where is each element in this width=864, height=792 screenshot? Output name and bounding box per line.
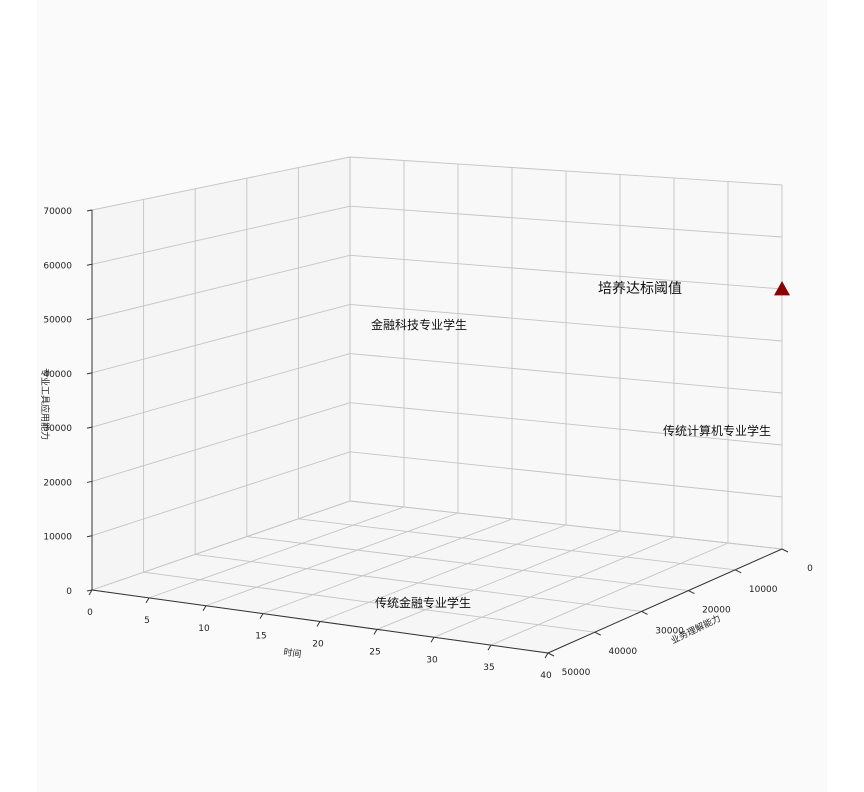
- y-tick-label: 20000: [702, 606, 731, 616]
- left-pane: [92, 157, 350, 590]
- y-tick-label: 40000: [608, 647, 637, 657]
- grid-line-x-floor: [376, 530, 621, 630]
- tick-labels: 0 5 10 15 20 25 30 35 40 0 10000 20000 30000 40000 500…: [43, 207, 813, 681]
- x-tick: [544, 652, 549, 659]
- grid-line-z: [91, 402, 783, 482]
- z-tick: [86, 318, 93, 321]
- grid-line-y-floor: [143, 571, 595, 633]
- grid-line-x-floor: [433, 536, 675, 638]
- annotation-cs-students: 传统计算机专业学生: [663, 423, 771, 438]
- x-tick: [259, 613, 264, 619]
- y-tick: [781, 548, 789, 553]
- z-tick: [86, 535, 93, 538]
- x-tick-label: 30: [426, 655, 438, 665]
- y-tick-label: 30000: [655, 626, 684, 636]
- x-tick-label: 5: [144, 616, 150, 626]
- data-points: [774, 281, 790, 296]
- z-tick-label: 40000: [43, 370, 72, 380]
- grid-line-y-floor: [298, 518, 736, 571]
- tick-marks: [86, 209, 789, 659]
- x-tick: [430, 636, 435, 643]
- x-tick-label: 15: [255, 632, 266, 642]
- z-tick-label: 30000: [43, 424, 72, 434]
- x-tick-label: 10: [198, 624, 210, 634]
- z-tick-label: 50000: [43, 316, 72, 326]
- z-tick-label: 20000: [43, 478, 72, 488]
- grid-line-x-floor: [262, 518, 513, 615]
- annotation-threshold: 培养达标阈值: [598, 281, 682, 297]
- x-tick: [88, 589, 93, 596]
- y-tick: [547, 652, 555, 657]
- z-tick: [86, 209, 93, 212]
- annotation-fintech-students: 金融科技专业学生: [371, 317, 467, 332]
- grid-line-y-floor: [195, 553, 642, 612]
- grid-line-x-floor: [205, 512, 459, 607]
- x-tick: [202, 605, 207, 612]
- y-tick-label: 50000: [562, 668, 591, 678]
- x-tick-label: 40: [540, 671, 552, 681]
- z-tick: [86, 589, 93, 592]
- z-axis-label: 专业工具应用能力: [39, 368, 51, 440]
- grid-line-x-floor: [490, 542, 729, 646]
- x-tick: [145, 597, 150, 604]
- x-tick-label: 0: [87, 608, 93, 618]
- y-tick-label: 10000: [749, 585, 778, 595]
- z-tick: [86, 480, 93, 483]
- x-tick-label: 35: [483, 663, 494, 673]
- z-tick: [86, 426, 93, 429]
- x-tick: [487, 644, 492, 651]
- x-tick-label: 20: [312, 640, 324, 650]
- y-tick: [641, 610, 648, 615]
- x-tick: [316, 621, 321, 627]
- grid-line-x-floor: [148, 506, 405, 599]
- z-tick-label: 70000: [43, 207, 72, 217]
- y-tick: [688, 590, 695, 595]
- annotation-finance-students: 传统金融专业学生: [375, 595, 471, 610]
- y-tick: [594, 631, 602, 636]
- grid-line-y-floor: [246, 536, 689, 592]
- z-tick: [86, 372, 93, 375]
- y-axis-line: [547, 548, 783, 654]
- z-tick-label: 10000: [43, 533, 72, 543]
- x-axis-label: 时间: [283, 646, 303, 660]
- grid-line-z: [91, 156, 783, 211]
- grid-line-x-floor: [319, 524, 567, 622]
- threshold-marker: [774, 281, 790, 296]
- grid-line-z: [91, 353, 783, 428]
- x-tick: [373, 629, 378, 635]
- grid-line-z: [91, 451, 783, 537]
- y-tick-label: 0: [807, 564, 813, 574]
- y-tick: [734, 569, 742, 574]
- grid-line-z: [91, 205, 783, 265]
- z-tick-label: 60000: [43, 261, 72, 271]
- x-tick-label: 25: [369, 647, 380, 657]
- grid-line-z: [91, 254, 783, 320]
- grid-line-z: [91, 500, 783, 591]
- z-tick: [86, 263, 93, 266]
- z-tick-label: 0: [66, 587, 72, 597]
- grid-line-z: [91, 303, 783, 374]
